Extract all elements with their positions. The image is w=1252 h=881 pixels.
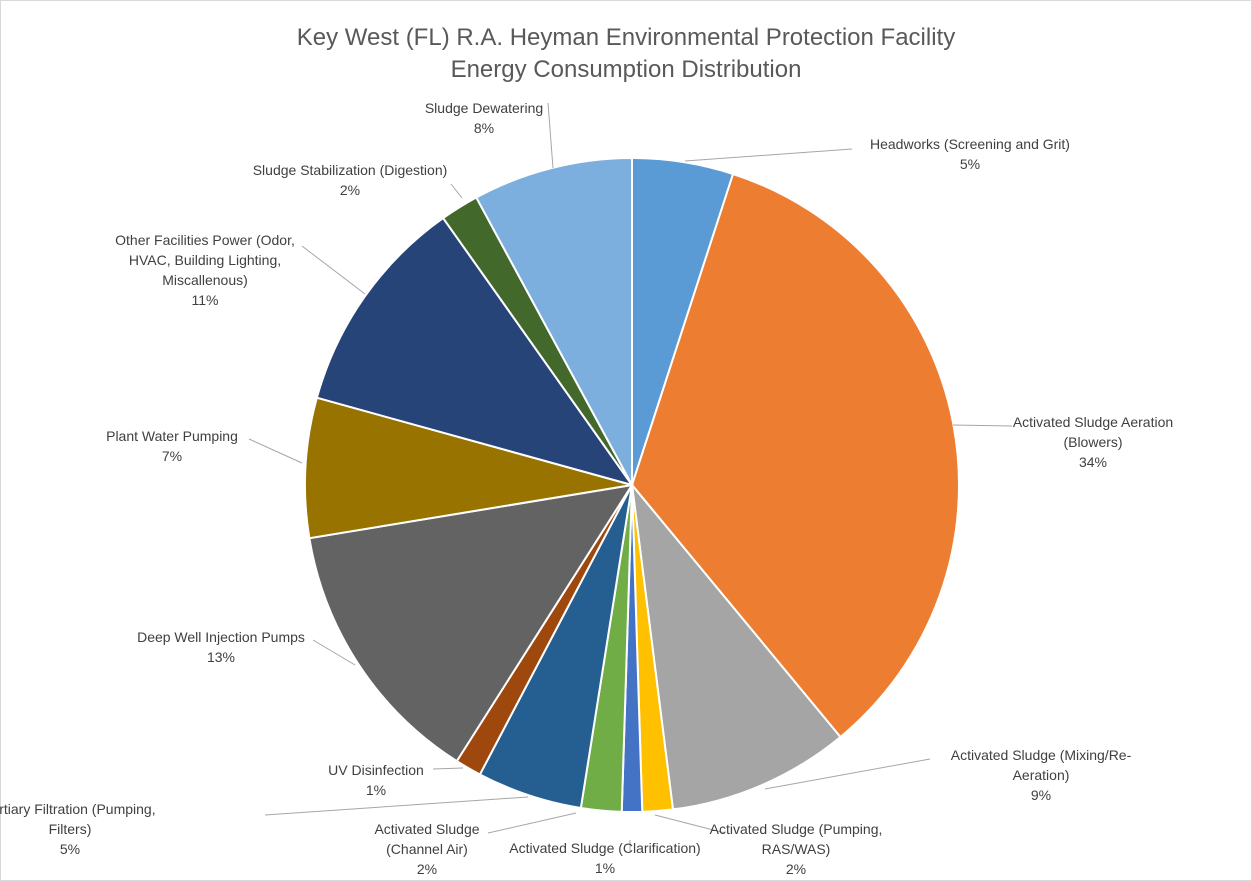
slice-label-11: Other Facilities Power (Odor, HVAC, Build… xyxy=(115,232,295,308)
slice-label-text: Miscallenous) xyxy=(162,272,248,288)
slice-label-4: Activated Sludge (Pumping, RAS/WAS) 2% xyxy=(710,821,883,877)
slice-label-text: Aeration) xyxy=(1013,767,1070,783)
slice-value-label: 8% xyxy=(474,120,494,136)
slice-label-text: Deep Well Injection Pumps xyxy=(137,629,305,645)
leader-line-4 xyxy=(654,814,726,834)
leader-line-11 xyxy=(301,245,366,295)
slice-label-text: Headworks (Screening and Grit) xyxy=(870,136,1070,152)
slice-value-label: 1% xyxy=(366,782,386,798)
pie-slice-2 xyxy=(630,172,960,739)
leader-line-6 xyxy=(487,812,577,834)
slice-label-text: Activated Sludge (Pumping, xyxy=(710,821,883,837)
leader-line-13 xyxy=(547,102,554,169)
leader-line-12 xyxy=(450,183,463,199)
slice-label-text: Activated Sludge Aeration xyxy=(1013,414,1173,430)
pie-slice-10 xyxy=(304,396,633,540)
slice-label-text: Other Facilities Power (Odor, xyxy=(115,232,295,248)
slice-label-text: Sludge Stabilization (Digestion) xyxy=(253,162,448,178)
slice-label-text: Activated Sludge (Clarification) xyxy=(509,840,700,856)
slice-value-label: 11% xyxy=(192,292,219,308)
slice-label-10: Plant Water Pumping 7% xyxy=(106,428,238,464)
leader-line-2 xyxy=(952,424,1013,427)
leader-line-10 xyxy=(248,438,303,464)
slice-label-5: Activated Sludge (Clarification) 1% xyxy=(509,840,700,876)
pie-slice-3 xyxy=(630,481,842,811)
slice-label-text: Plant Water Pumping xyxy=(106,428,238,444)
slice-value-label: 7% xyxy=(162,448,182,464)
chart-title-line-2: Energy Consumption Distribution xyxy=(450,56,802,83)
leader-lines xyxy=(248,102,1013,851)
slice-label-text: RAS/WAS) xyxy=(762,841,831,857)
leader-line-9 xyxy=(312,639,356,666)
slice-label-8: UV Disinfection 1% xyxy=(328,762,424,798)
slice-label-text: (Blowers) xyxy=(1063,434,1122,450)
chart-title-line-1: Key West (FL) R.A. Heyman Environmental … xyxy=(296,24,956,51)
leader-line-3 xyxy=(764,758,931,790)
slice-label-text: Filters) xyxy=(49,821,92,837)
leader-line-8 xyxy=(432,767,464,770)
slice-label-text: Activated Sludge xyxy=(374,821,479,837)
slice-value-label: 2% xyxy=(786,861,806,877)
slice-label-12: Sludge Stabilization (Digestion) 2% xyxy=(253,162,448,198)
slice-label-text: (Channel Air) xyxy=(386,841,468,857)
pie-slice-11 xyxy=(315,216,635,487)
slice-label-text: HVAC, Building Lighting, xyxy=(129,252,281,268)
pie-slices xyxy=(304,156,960,814)
slice-label-3: Activated Sludge (Mixing/Re- Aeration) 9% xyxy=(951,747,1132,803)
pie-slice-13 xyxy=(474,156,633,486)
slice-label-9: Deep Well Injection Pumps 13% xyxy=(137,629,305,665)
slice-label-2: Activated Sludge Aeration (Blowers) 34% xyxy=(1013,414,1173,470)
slice-label-6: Activated Sludge (Channel Air) 2% xyxy=(374,821,479,877)
slice-value-label: 2% xyxy=(340,182,360,198)
leader-line-7 xyxy=(264,796,529,816)
slice-label-text: Sludge Dewatering xyxy=(425,100,543,116)
slice-value-label: 2% xyxy=(417,861,437,877)
slice-label-text: Tertiary Filtration (Pumping, xyxy=(0,801,156,817)
slice-label-text: UV Disinfection xyxy=(328,762,424,778)
slice-label-13: Sludge Dewatering 8% xyxy=(425,100,543,136)
leader-line-1 xyxy=(684,148,853,162)
slice-label-1: Headworks (Screening and Grit) 5% xyxy=(870,136,1070,172)
slice-value-label: 9% xyxy=(1031,787,1051,803)
slice-label-7: Tertiary Filtration (Pumping, Filters) 5% xyxy=(0,801,156,857)
slice-value-label: 34% xyxy=(1079,454,1107,470)
slice-value-label: 1% xyxy=(595,860,615,876)
slice-label-text: Activated Sludge (Mixing/Re- xyxy=(951,747,1132,763)
slice-labels: Headworks (Screening and Grit) 5% Activate… xyxy=(0,100,1173,877)
pie-slice-9 xyxy=(308,483,635,763)
slice-value-label: 5% xyxy=(960,156,980,172)
slice-value-label: 13% xyxy=(207,649,235,665)
slice-value-label: 5% xyxy=(60,841,80,857)
